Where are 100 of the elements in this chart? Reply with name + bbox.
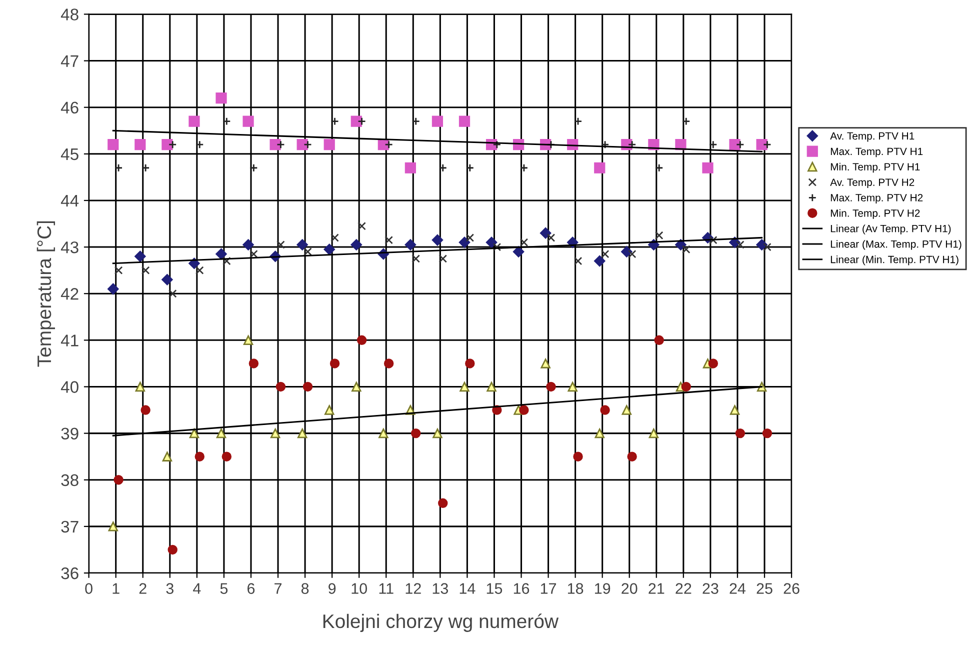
- point: [384, 358, 394, 368]
- point: [350, 116, 362, 127]
- point: [297, 428, 308, 438]
- point: [512, 246, 524, 258]
- point: [404, 162, 416, 174]
- point: [384, 236, 393, 244]
- point: [194, 452, 204, 462]
- x-tick-label: 11: [379, 583, 394, 594]
- y-tick-label: 48: [60, 8, 78, 20]
- x-tick-label: 25: [756, 583, 772, 594]
- point: [520, 164, 528, 172]
- point: [134, 250, 146, 262]
- point: [600, 405, 610, 415]
- point: [276, 382, 286, 392]
- x-tick-label: 16: [514, 583, 530, 594]
- point: [162, 452, 172, 462]
- legend-label: Linear (Min. Temp. PTV H1): [830, 256, 958, 266]
- point: [168, 140, 177, 149]
- point: [135, 382, 146, 392]
- point: [324, 244, 335, 255]
- x-tick-label: 20: [622, 583, 638, 594]
- x-tick-label: 9: [328, 583, 336, 594]
- point: [438, 164, 448, 172]
- point: [432, 428, 442, 438]
- point: [438, 498, 448, 508]
- point: [492, 242, 502, 252]
- point: [141, 164, 150, 172]
- point: [304, 140, 312, 149]
- legend-label: Min. Temp. PTV H2: [830, 209, 920, 219]
- point: [330, 234, 339, 242]
- point: [546, 382, 556, 392]
- point: [736, 140, 744, 149]
- point: [648, 428, 659, 438]
- point: [108, 522, 118, 532]
- point: [600, 250, 610, 258]
- x-tick-label: 12: [406, 583, 421, 594]
- point: [763, 242, 772, 252]
- point: [546, 234, 556, 242]
- point: [222, 452, 232, 462]
- point: [222, 256, 231, 266]
- point: [458, 236, 470, 248]
- y-tick-label: 36: [61, 567, 78, 580]
- point: [114, 164, 123, 172]
- point: [250, 164, 258, 172]
- y-tick-label: 46: [60, 102, 78, 114]
- point: [627, 452, 637, 462]
- point: [412, 254, 420, 263]
- point: [762, 428, 772, 438]
- legend-label: Min. Temp. PTV H1: [830, 162, 920, 173]
- point: [195, 266, 204, 274]
- point: [574, 256, 582, 266]
- point: [141, 266, 150, 274]
- legend-label: Av. Temp. PTV H2: [830, 178, 914, 188]
- point: [189, 428, 200, 438]
- point: [730, 405, 740, 415]
- x-tick-label: 8: [301, 583, 309, 594]
- point: [410, 428, 421, 438]
- point: [242, 239, 254, 250]
- point: [108, 139, 119, 150]
- point: [324, 139, 335, 150]
- point: [216, 428, 226, 438]
- y-tick-label: 47: [60, 55, 78, 67]
- point: [324, 405, 334, 415]
- point: [492, 140, 502, 149]
- point: [520, 238, 528, 247]
- point: [621, 246, 632, 258]
- point: [188, 116, 200, 127]
- point: [296, 139, 308, 150]
- x-tick-label: 4: [193, 583, 201, 594]
- point: [404, 239, 416, 250]
- point: [708, 140, 718, 149]
- point: [594, 255, 606, 267]
- x-tick-label: 10: [352, 583, 367, 594]
- point: [216, 248, 227, 260]
- point: [162, 139, 173, 150]
- point: [270, 428, 280, 438]
- point: [756, 239, 768, 250]
- legend-label: Av. Temp. PTV H1: [830, 132, 914, 142]
- point: [250, 250, 258, 258]
- x-tick-label: 13: [432, 583, 448, 594]
- x-tick-label: 5: [220, 583, 228, 594]
- x-tick-label: 24: [730, 583, 746, 594]
- y-tick-label: 45: [60, 148, 78, 160]
- point: [358, 222, 366, 230]
- point: [708, 358, 718, 368]
- y-tick-label: 37: [61, 520, 78, 533]
- point: [168, 544, 178, 555]
- point: [756, 139, 768, 150]
- x-tick-label: 14: [460, 583, 476, 594]
- x-tick-label: 1: [112, 583, 120, 594]
- x-tick-label: 18: [568, 583, 584, 594]
- point: [654, 231, 664, 240]
- point: [296, 239, 308, 250]
- point: [330, 117, 339, 126]
- point: [114, 475, 124, 485]
- point: [432, 116, 444, 127]
- y-tick-label: 39: [61, 428, 78, 440]
- point: [486, 236, 498, 248]
- y-tick-label: 41: [60, 334, 78, 346]
- point: [682, 117, 690, 126]
